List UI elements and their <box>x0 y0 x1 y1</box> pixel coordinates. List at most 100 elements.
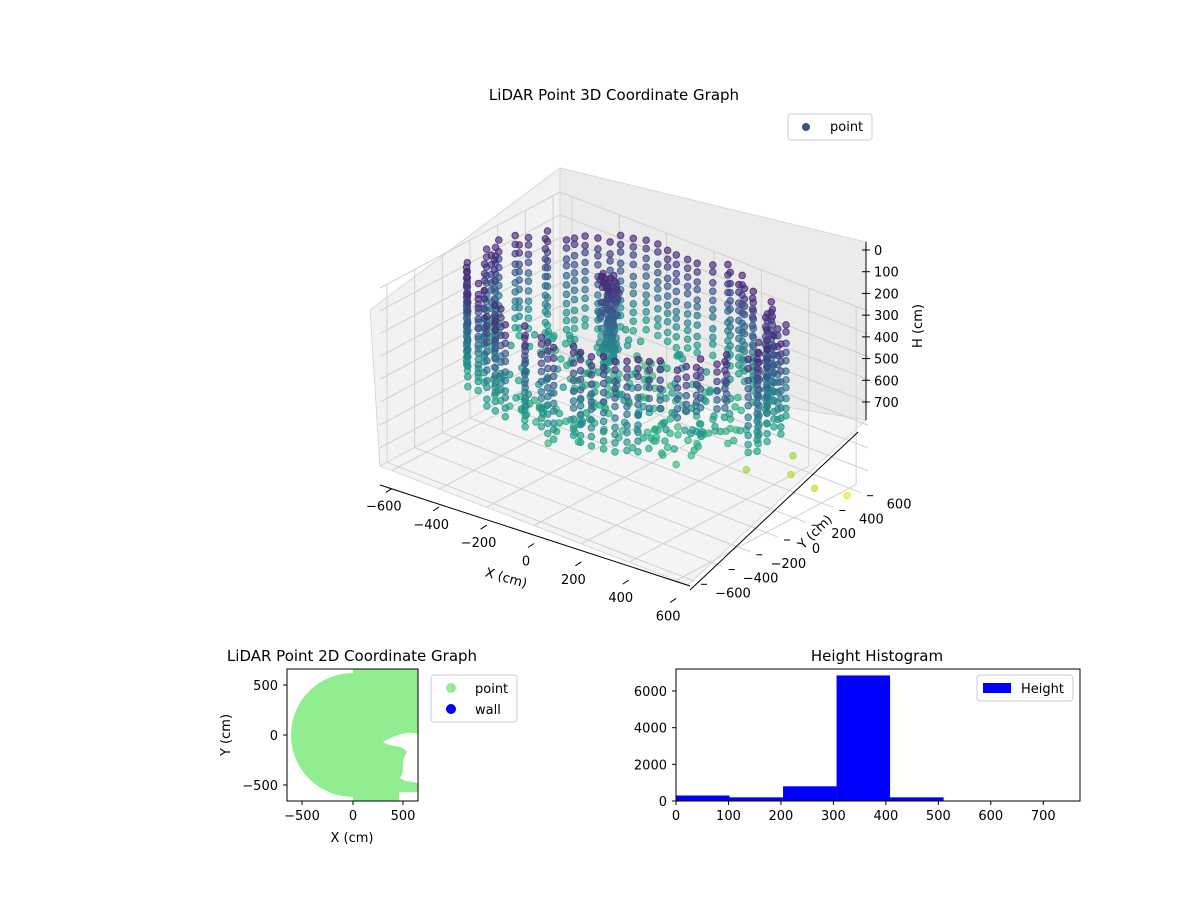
data-point-3d <box>497 305 505 313</box>
data-point-3d <box>599 445 608 453</box>
data-point-3d <box>611 430 619 439</box>
data-point-3d <box>777 414 785 423</box>
data-point-3d <box>541 245 550 253</box>
data-point-3d <box>501 339 510 348</box>
data-point-3d <box>692 407 701 416</box>
data-point-3d <box>777 387 785 395</box>
histogram-bar <box>836 675 891 801</box>
data-point-3d <box>629 260 638 269</box>
data-point-3d <box>748 305 757 313</box>
x-tick-3d <box>385 488 393 493</box>
data-point-3d <box>581 304 589 312</box>
y-axis-label-2d: Y (cm) <box>219 714 234 757</box>
data-point-3d <box>753 417 761 425</box>
data-point-3d <box>735 361 743 369</box>
histogram-x-tick-label: 100 <box>716 809 741 824</box>
data-point-3d <box>843 491 852 500</box>
data-point-3d <box>621 325 630 334</box>
data-point-3d <box>474 361 483 369</box>
data-point-3d <box>483 338 491 347</box>
data-point-3d <box>570 269 579 277</box>
histogram-legend-label: Height <box>1021 682 1064 697</box>
data-point-3d <box>549 407 558 415</box>
x-tick-label-2d: 0 <box>349 809 357 824</box>
data-point-3d <box>541 282 550 290</box>
data-point-3d <box>501 412 510 421</box>
data-point-3d <box>537 422 546 431</box>
grid-line <box>675 483 857 581</box>
data-point-3d <box>693 321 702 329</box>
data-point-3d <box>662 425 670 434</box>
data-point-3d <box>474 341 483 349</box>
data-point-3d <box>693 332 702 341</box>
data-point-3d <box>480 276 489 285</box>
data-point-3d <box>654 248 662 256</box>
grid-line <box>559 191 869 312</box>
histogram-legend-swatch <box>983 683 1011 693</box>
data-point-3d <box>501 404 510 412</box>
data-point-3d <box>501 368 510 376</box>
data-point-3d <box>549 399 558 408</box>
data-point-3d <box>709 351 717 360</box>
data-point-3d <box>587 371 596 379</box>
data-point-3d <box>474 332 483 341</box>
data-point-3d <box>670 445 679 453</box>
z-tick-label-3d: 500 <box>874 353 899 368</box>
data-point-3d <box>634 364 642 373</box>
x-tick-label-3d: −200 <box>461 536 497 551</box>
legend-2d-point-marker <box>446 683 456 693</box>
data-point-3d <box>569 397 578 405</box>
data-point-3d <box>549 334 557 343</box>
data-point-3d <box>616 240 625 249</box>
y-tick-label-3d: 600 <box>887 498 912 513</box>
data-point-3d <box>562 244 571 252</box>
data-point-3d <box>511 231 520 240</box>
z-tick-label-3d: 100 <box>874 266 899 281</box>
data-point-3d <box>587 442 596 450</box>
data-point-3d <box>642 291 651 299</box>
data-point-3d <box>654 240 662 248</box>
data-point-3d <box>683 301 692 309</box>
data-point-3d <box>549 419 558 428</box>
data-point-3d <box>770 331 778 340</box>
data-point-3d <box>777 357 785 366</box>
data-point-3d <box>663 255 672 264</box>
data-point-3d <box>599 370 608 379</box>
histogram-legend-box <box>976 674 1074 702</box>
data-point-3d <box>663 337 672 346</box>
data-point-3d <box>599 417 608 426</box>
data-point-3d <box>570 316 579 324</box>
data-point-3d <box>763 336 771 345</box>
data-point-3d <box>587 405 596 414</box>
legend-3d-marker <box>802 123 810 131</box>
data-point-3d <box>709 333 717 342</box>
data-point-3d <box>581 248 589 257</box>
y-tick-label-2d: 500 <box>253 679 278 694</box>
data-point-3d <box>587 390 596 398</box>
data-point-3d <box>521 394 530 403</box>
data-point-3d <box>663 317 672 326</box>
data-point-3d <box>570 260 579 269</box>
data-point-3d <box>474 324 483 332</box>
data-point-3d <box>737 406 746 415</box>
data-point-3d <box>464 307 472 316</box>
data-point-3d <box>562 281 571 289</box>
data-point-3d <box>735 344 743 353</box>
data-point-3d <box>748 321 757 330</box>
data-point-3d <box>725 409 734 418</box>
data-point-3d <box>683 326 692 335</box>
data-point-3d <box>524 287 533 295</box>
data-point-3d <box>603 303 611 312</box>
data-point-3d <box>602 330 611 339</box>
data-point-3d <box>735 306 743 315</box>
data-point-3d <box>480 286 489 295</box>
x-tick-label-3d: −600 <box>366 500 402 515</box>
x-tick-3d <box>480 524 487 530</box>
data-point-3d <box>537 350 546 359</box>
x-tick-label-2d: −500 <box>284 809 320 824</box>
data-point-3d <box>709 340 717 348</box>
data-point-3d <box>490 256 499 264</box>
data-point-3d <box>692 363 701 372</box>
data-point-3d <box>634 428 642 437</box>
data-point-3d <box>726 331 735 340</box>
